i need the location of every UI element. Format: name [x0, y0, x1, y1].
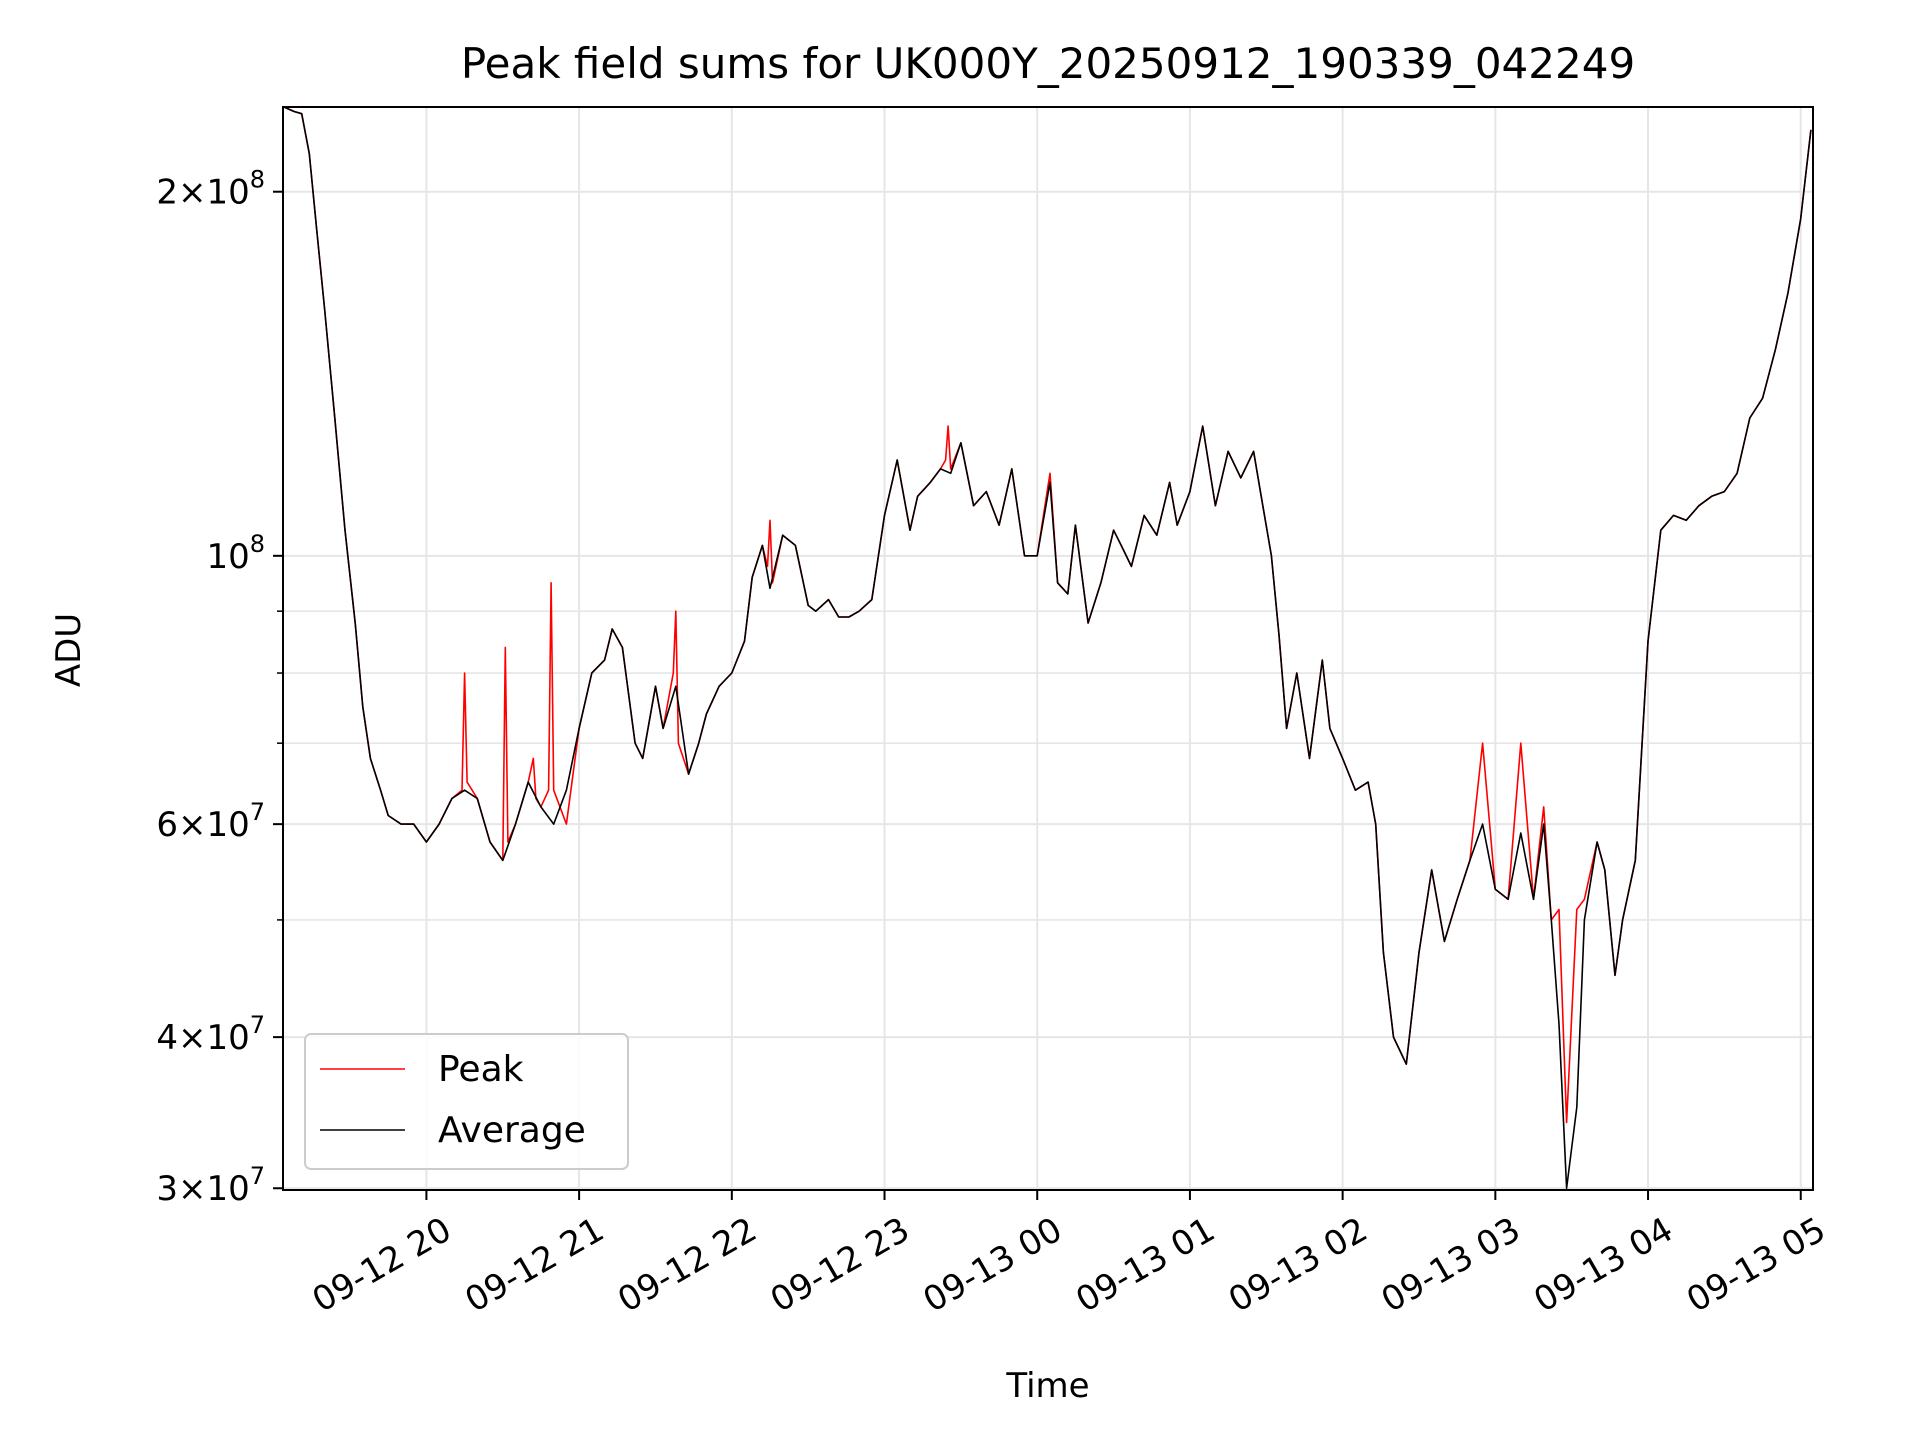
y-axis-label: ADU — [49, 613, 89, 687]
chart-legend: Peak Average — [304, 1033, 629, 1170]
legend-label-peak: Peak — [438, 1049, 524, 1090]
plot-series — [283, 106, 1812, 1189]
chart-title: Peak field sums for UK000Y_20250912_1903… — [461, 39, 1635, 88]
y-tick-label: 108 — [206, 530, 265, 577]
plot-area-frame — [282, 106, 1814, 1191]
legend-label-average: Average — [438, 1110, 586, 1151]
y-tick-label: 4×107 — [156, 1011, 265, 1058]
y-tick-label: 3×107 — [156, 1162, 265, 1209]
x-axis-label: Time — [1005, 1366, 1089, 1406]
legend-box — [304, 1033, 629, 1170]
y-tick-label: 2×108 — [156, 166, 265, 213]
series-line-average — [283, 106, 1812, 1189]
y-axis-ticks: 3×107 4×107 6×107 108 2×108 — [156, 166, 283, 1209]
y-tick-label: 6×107 — [156, 798, 265, 845]
